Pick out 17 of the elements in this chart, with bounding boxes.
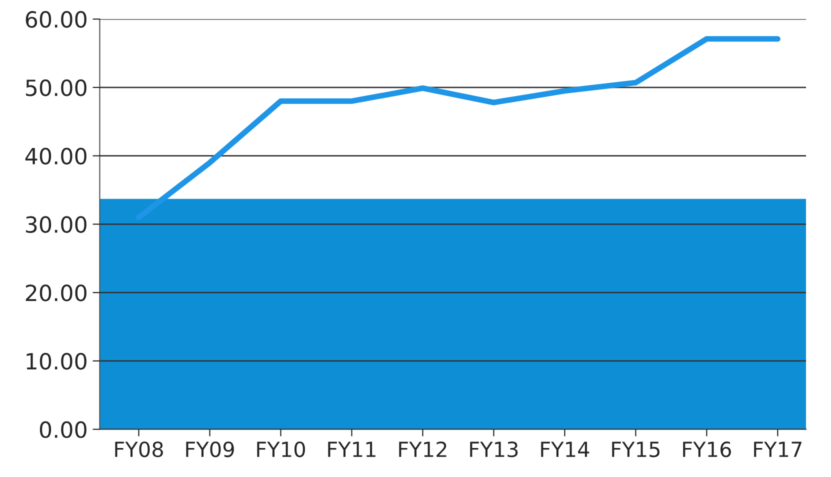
x-tick-label: FY17 [754,442,802,457]
x-tick-label: FY13 [470,441,518,458]
y-tick-label: 30.00 [26,216,86,233]
x-tick-label: FY09 [186,441,234,458]
y-tick-label: 20.00 [26,284,86,302]
y-tick-label: 0.00 [40,421,86,438]
x-tick-label: FY08 [115,441,163,458]
y-tick-label: 10.00 [26,352,86,370]
x-tick-label: FY11 [328,442,376,457]
y-tick-label: 50.00 [26,79,86,96]
x-tick-label: FY10 [257,441,305,458]
x-tick-label: FY14 [541,442,590,457]
x-tick-label: FY15 [612,442,660,458]
x-tick-label: FY12 [399,441,446,457]
y-tick-label: 40.00 [25,148,86,165]
y-tick-label: 60.00 [26,11,86,28]
x-tick-label: FY16 [683,441,731,458]
